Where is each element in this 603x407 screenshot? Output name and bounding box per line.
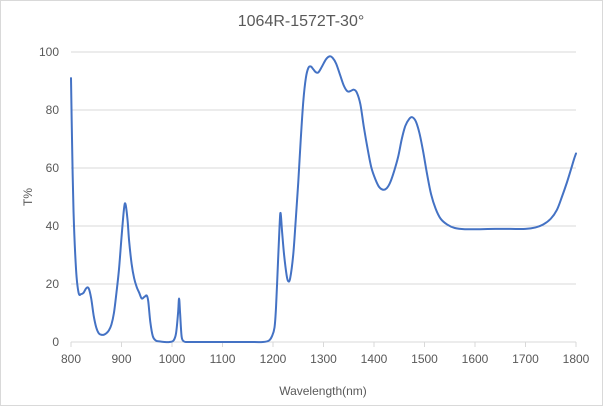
x-tick-label: 1000 [159, 352, 186, 366]
grid-lines [71, 51, 576, 285]
x-tick-label: 800 [61, 352, 81, 366]
x-tick-label: 1100 [210, 352, 236, 366]
y-axis-label: T% [21, 188, 35, 206]
y-tick-labels: 0 20 40 60 80 100 [39, 45, 59, 349]
axes [70, 341, 577, 347]
x-tick-label: 1300 [310, 352, 337, 366]
x-tick-label: 1800 [563, 352, 590, 366]
y-tick-label: 80 [46, 103, 60, 117]
x-tick-label: 1200 [260, 352, 287, 366]
x-tick-label: 1400 [361, 352, 388, 366]
x-tick-label: 1700 [512, 352, 539, 366]
x-tick-label: 1500 [411, 352, 438, 366]
x-tick-label: 1600 [462, 352, 489, 366]
series-group [70, 55, 577, 344]
y-tick-label: 0 [52, 335, 59, 349]
x-tick-label: 900 [111, 352, 131, 366]
y-tick-label: 60 [46, 161, 60, 175]
x-axis-label: Wavelength(nm) [279, 384, 367, 398]
series-line-0 [70, 55, 577, 344]
y-tick-label: 40 [46, 219, 60, 233]
y-tick-label: 100 [39, 45, 59, 59]
x-tick-labels: 800 900 1000 1100 1200 1300 1400 1500 1600 1700 18… [61, 352, 590, 366]
chart-title: 1064R-1572T-30° [238, 13, 364, 30]
y-tick-label: 20 [46, 277, 60, 291]
